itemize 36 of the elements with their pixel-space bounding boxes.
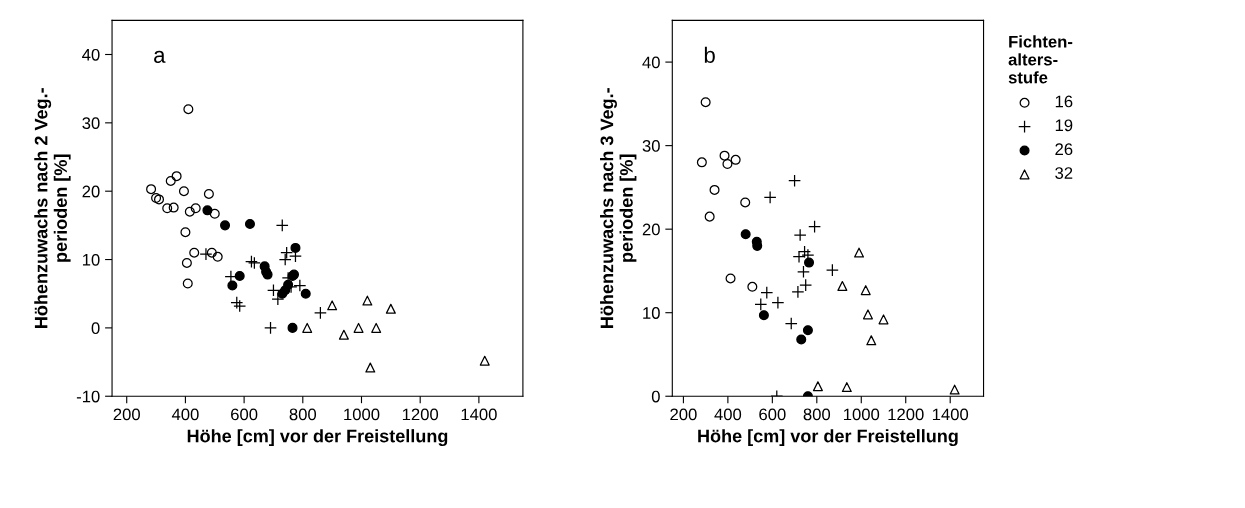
y-tick-label: 10: [82, 253, 100, 266]
y-tick-label: 40: [82, 48, 100, 61]
legend-label: 19: [1055, 119, 1073, 132]
legend-label: 16: [1055, 95, 1073, 108]
y-tick-label: 30: [82, 117, 100, 130]
x-tick-label: 1200: [402, 408, 439, 421]
y-tick-label: 0: [91, 322, 100, 335]
y-tick-label: 10: [643, 307, 660, 319]
y-axis-title: Höhenzuwachs nach 2 Veg.- perioden [%]: [34, 88, 71, 328]
x-tick-label: 800: [289, 408, 317, 421]
legend-title: Fichten- alters- stufe: [1008, 35, 1073, 84]
y-tick-label: 20: [642, 223, 660, 236]
y-tick-label: 40: [642, 56, 660, 69]
y-tick-label: 20: [82, 185, 100, 198]
x-tick-label: 400: [714, 408, 742, 421]
x-axis-title: Höhe [cm] vor der Freistellung: [698, 429, 958, 447]
x-tick-label: 1400: [461, 408, 497, 421]
x-tick-label: 1000: [344, 408, 380, 421]
x-axis-title: Höhe [cm] vor der Freistellung: [187, 429, 448, 447]
x-tick-label: 400: [171, 408, 199, 421]
annotation: b: [704, 46, 715, 63]
legend-label: 32: [1055, 167, 1073, 179]
y-tick-label: -10: [76, 390, 100, 403]
x-tick-label: 1000: [844, 408, 880, 421]
x-tick-label: 600: [759, 408, 786, 421]
annotation: a: [154, 50, 166, 63]
x-tick-label: 1200: [888, 408, 924, 421]
x-tick-label: 800: [803, 408, 831, 421]
x-tick-label: 1400: [932, 408, 969, 421]
y-axis-title: Höhenzuwachs nach 3 Veg.- perioden [%]: [600, 88, 637, 328]
y-tick-label: 30: [642, 140, 660, 152]
x-tick-label: 200: [670, 408, 697, 421]
x-tick-label: 600: [231, 408, 258, 421]
y-tick-label: 0: [651, 390, 660, 403]
x-tick-label: 200: [113, 408, 140, 421]
legend-label: 26: [1055, 143, 1073, 156]
